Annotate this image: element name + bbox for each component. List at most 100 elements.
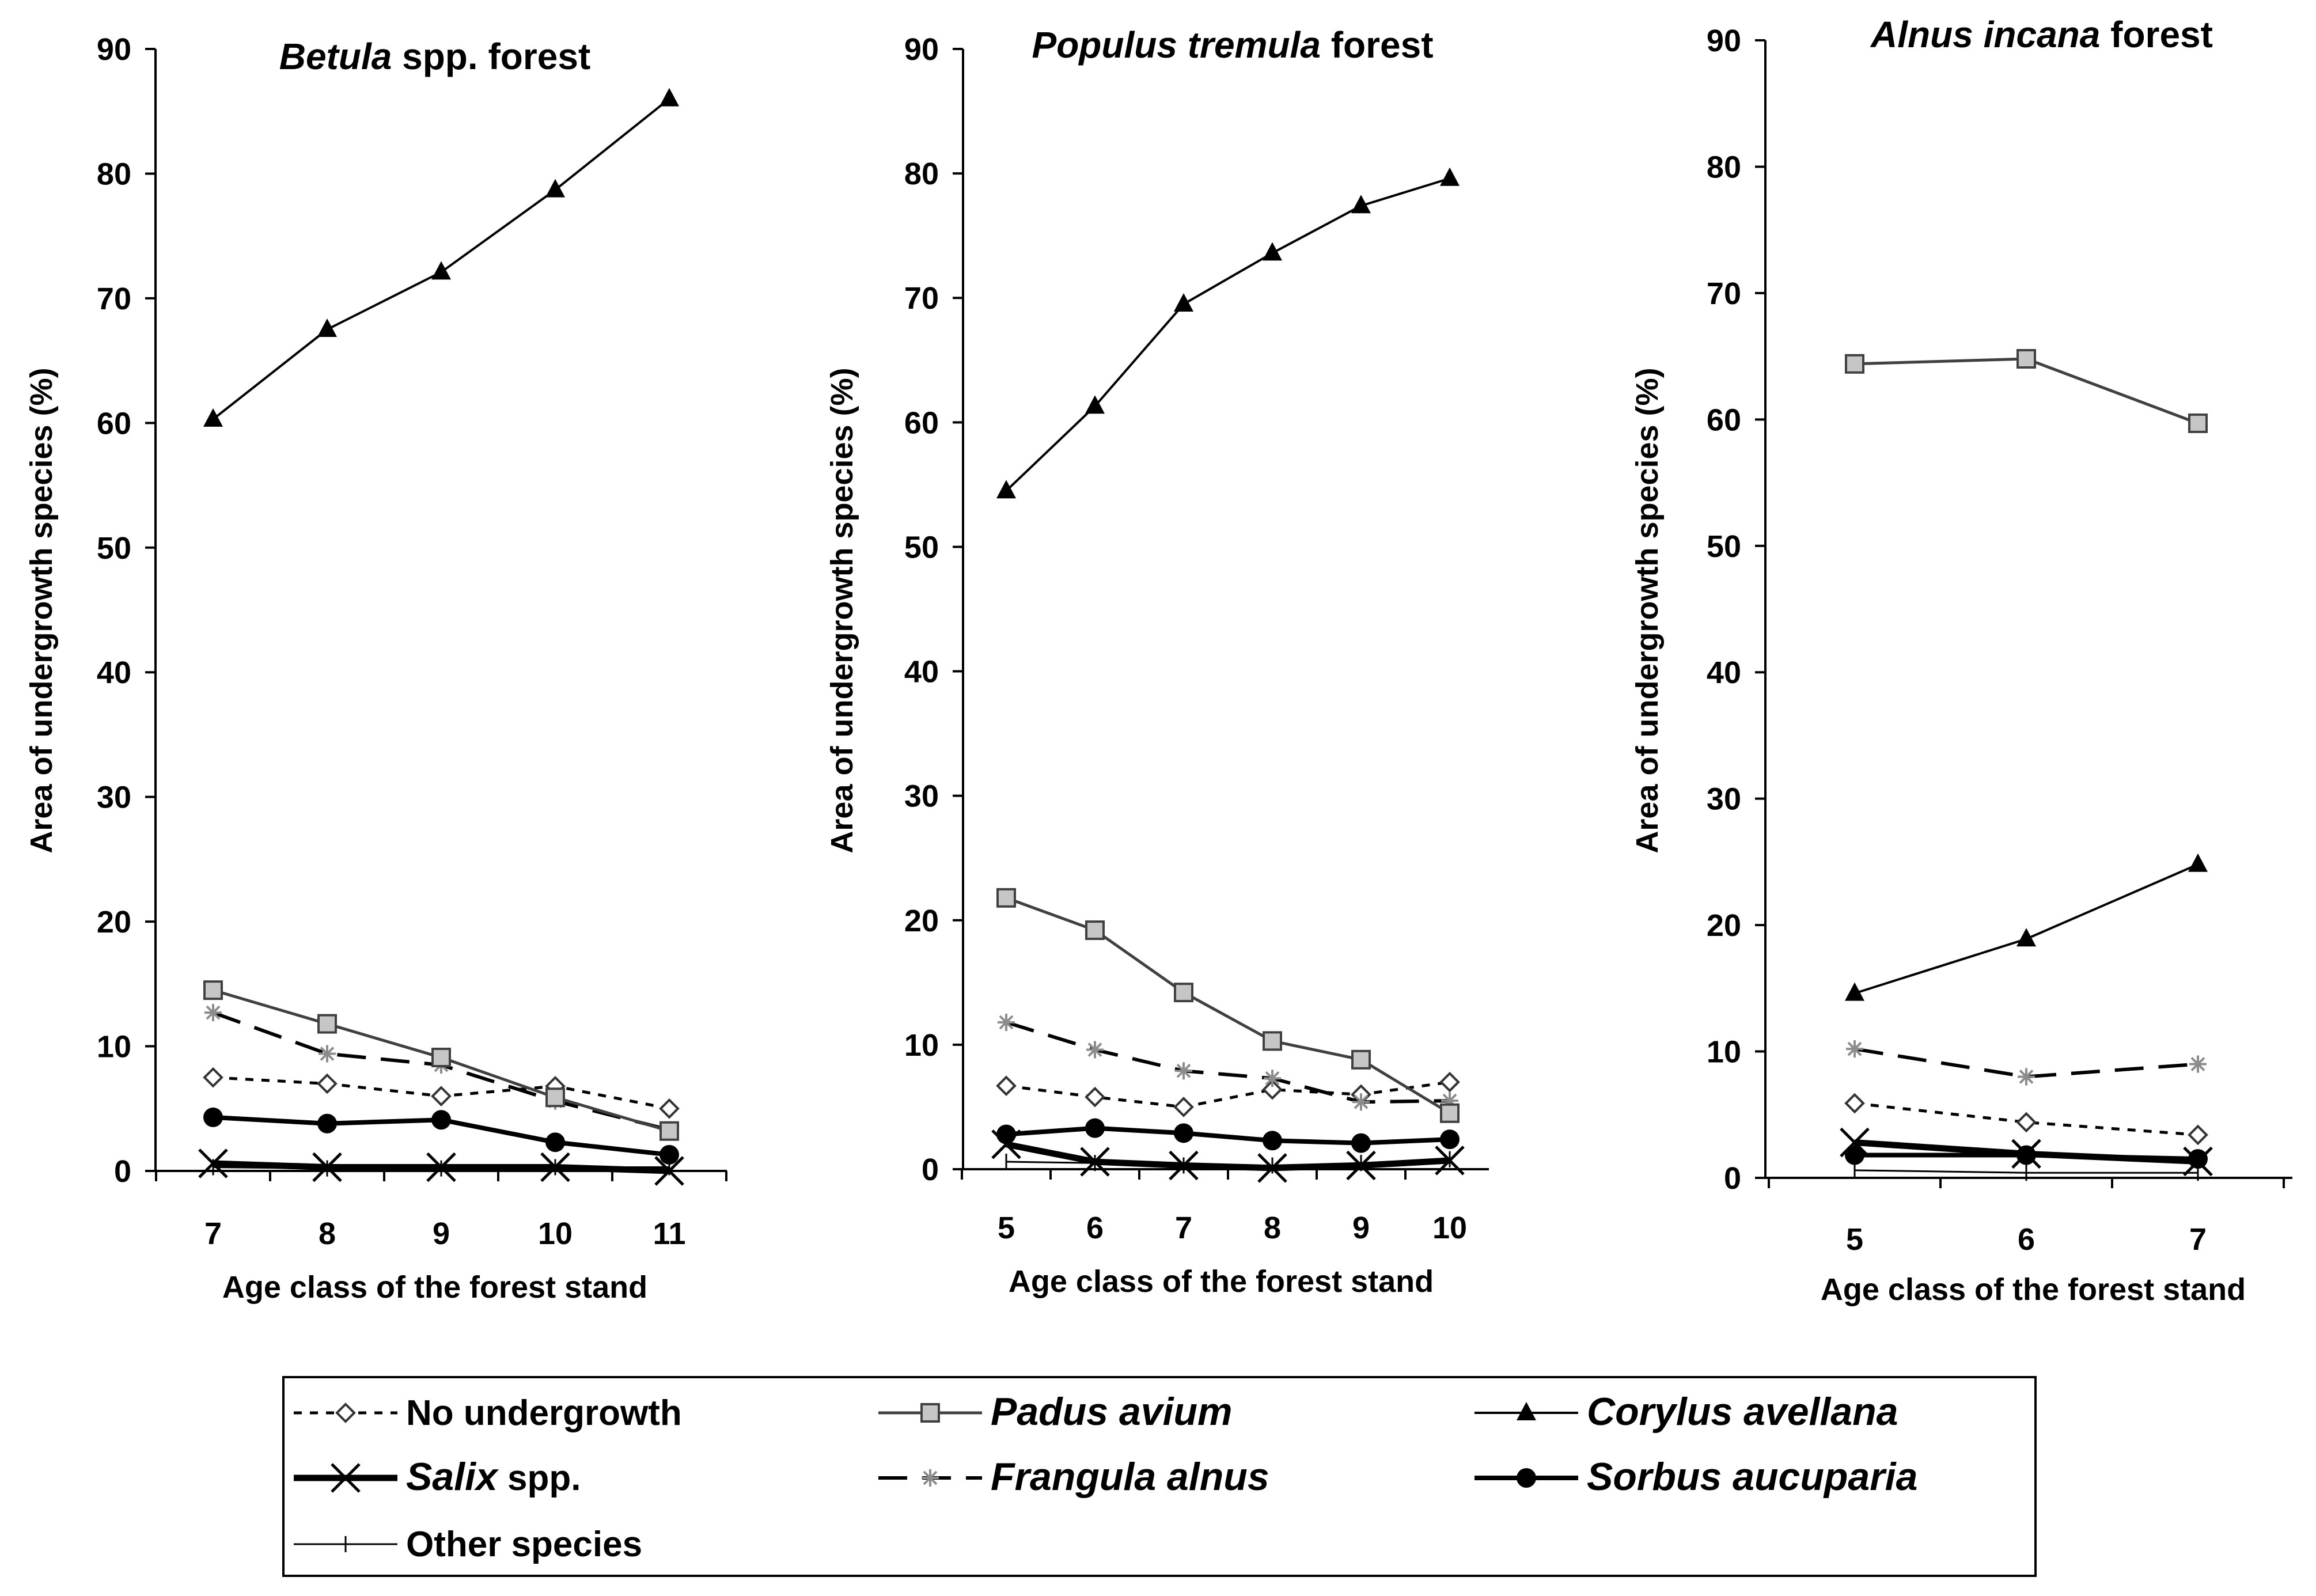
data-point — [1840, 1127, 1870, 1158]
panel-3: 0 10 20 30 40 50 60 70 80 90 5 6 7 Alnus incana fores… — [1630, 14, 2292, 1307]
data-point — [540, 1152, 570, 1182]
chart-title: Populus tremula forest — [1032, 24, 1434, 66]
series-padus-avium — [1845, 349, 2208, 433]
data-point — [545, 1132, 565, 1153]
legend-marker — [1517, 1468, 1536, 1488]
data-point — [203, 1067, 223, 1088]
y-tick-label: 80 — [1707, 150, 1741, 184]
x-tick-label: 10 — [1432, 1211, 1467, 1245]
series-sorbus-aucuparia — [203, 1107, 679, 1165]
x-tick-label: 5 — [1846, 1222, 1863, 1257]
series-no-undergrowth — [203, 1067, 680, 1119]
series-padus-avium — [996, 888, 1460, 1123]
x-axis-label: Age class of the forest stand — [222, 1270, 647, 1305]
data-point — [317, 319, 337, 337]
data-point — [1846, 1040, 1863, 1058]
x-axis-label: Age class of the forest stand — [1821, 1272, 2246, 1307]
y-axis-label: Area of undergrowth species (%) — [24, 367, 59, 853]
x-tick-label: 9 — [1352, 1211, 1370, 1245]
chart-title: Alnus incana forest — [1870, 14, 2213, 55]
x-tick-label: 7 — [204, 1216, 222, 1251]
y-tick-label: 30 — [904, 779, 939, 814]
legend-item-salix-spp: Salix spp. — [294, 1455, 581, 1499]
legend-label: Padus avium — [991, 1390, 1233, 1434]
legend: No undergrowth Padus avium Corylus avellan… — [282, 1376, 2037, 1577]
data-point — [319, 1045, 336, 1063]
legend-label-italic: Frangula alnus — [991, 1455, 1269, 1499]
data-point — [996, 1124, 1016, 1144]
title-italic: Betula — [279, 36, 392, 77]
data-point — [2189, 1055, 2207, 1073]
y-tick-label: 10 — [97, 1030, 131, 1064]
y-tick-label: 40 — [1707, 655, 1741, 690]
data-point — [1174, 293, 1193, 312]
legend-label-italic: Sorbus aucuparia — [1587, 1455, 1917, 1499]
y-tick-label: 10 — [904, 1028, 939, 1063]
series-line — [1005, 1141, 1450, 1172]
y-axis-label: Area of undergrowth species (%) — [825, 367, 859, 853]
legend-box — [282, 1376, 2037, 1577]
data-point — [431, 1110, 451, 1130]
series-no-undergrowth — [1844, 1093, 2208, 1146]
x-tick-label: 6 — [1086, 1211, 1104, 1245]
data-point — [317, 1073, 338, 1094]
data-point — [317, 1014, 337, 1034]
panel-2: 0 10 20 30 40 50 60 70 80 90 5 6 7 8 9 10 Populus tremul… — [825, 24, 1489, 1299]
data-point — [996, 1075, 1017, 1097]
series-salix-spp — [198, 1148, 684, 1186]
data-point — [1264, 1070, 1281, 1087]
legend-label-italic: Corylus avellana — [1587, 1390, 1898, 1434]
legend-item-corylus-avellana: Corylus avellana — [1474, 1390, 1898, 1434]
data-point — [1440, 167, 1460, 186]
y-tick-label: 90 — [1707, 24, 1741, 58]
data-point — [545, 1087, 565, 1108]
data-point — [1175, 1062, 1192, 1080]
data-point — [659, 88, 679, 107]
series-line — [1005, 177, 1450, 492]
series-line — [1006, 1081, 1450, 1109]
series-corylus-avellana — [996, 167, 1460, 499]
title-italic: Alnus incana — [1870, 14, 2100, 55]
data-point — [996, 480, 1016, 499]
legend-label-italic: Padus avium — [991, 1390, 1233, 1434]
x-tick-label: 7 — [2189, 1222, 2207, 1257]
panel-1: 0 10 20 30 40 50 60 70 80 90 7 8 9 10 11 Betula spp. fo… — [24, 32, 727, 1305]
series-frangula-alnus — [1846, 1040, 2207, 1086]
data-point — [1085, 1086, 1105, 1108]
series-line — [212, 98, 670, 420]
data-point — [1169, 1150, 1199, 1181]
legend-marker — [331, 1463, 361, 1493]
chart-title: Betula spp. forest — [279, 36, 591, 77]
data-point — [1351, 195, 1371, 214]
legend-item-sorbus-aucuparia: Sorbus aucuparia — [1474, 1455, 1917, 1499]
data-point — [1845, 1145, 1864, 1165]
legend-marker — [922, 1469, 939, 1487]
data-point — [204, 1004, 222, 1022]
y-tick-label: 70 — [904, 281, 939, 316]
title-rest: forest — [2100, 14, 2213, 55]
legend-label: Corylus avellana — [1587, 1390, 1898, 1434]
data-point — [1352, 1093, 1370, 1111]
data-point — [1844, 1093, 1865, 1114]
data-point — [2016, 349, 2036, 369]
y-tick-label: 60 — [904, 405, 939, 440]
y-tick-label: 90 — [97, 32, 131, 67]
data-point — [2188, 1149, 2208, 1169]
x-tick-label: 5 — [998, 1211, 1015, 1245]
data-point — [1174, 983, 1193, 1003]
y-tick-label: 90 — [904, 32, 939, 67]
y-tick-label: 60 — [97, 406, 131, 441]
legend-label: Salix spp. — [406, 1455, 581, 1499]
data-point — [426, 1152, 456, 1182]
y-tick-label: 80 — [97, 157, 131, 191]
data-point — [2018, 1068, 2035, 1086]
series-corylus-avellana — [1845, 853, 2208, 1001]
series-corylus-avellana — [203, 88, 679, 427]
y-tick-label: 20 — [904, 904, 939, 938]
y-tick-label: 50 — [904, 530, 939, 564]
data-point — [431, 1048, 451, 1068]
series-frangula-alnus — [998, 1013, 1458, 1111]
data-point — [317, 1113, 337, 1133]
data-point — [2016, 1145, 2036, 1165]
